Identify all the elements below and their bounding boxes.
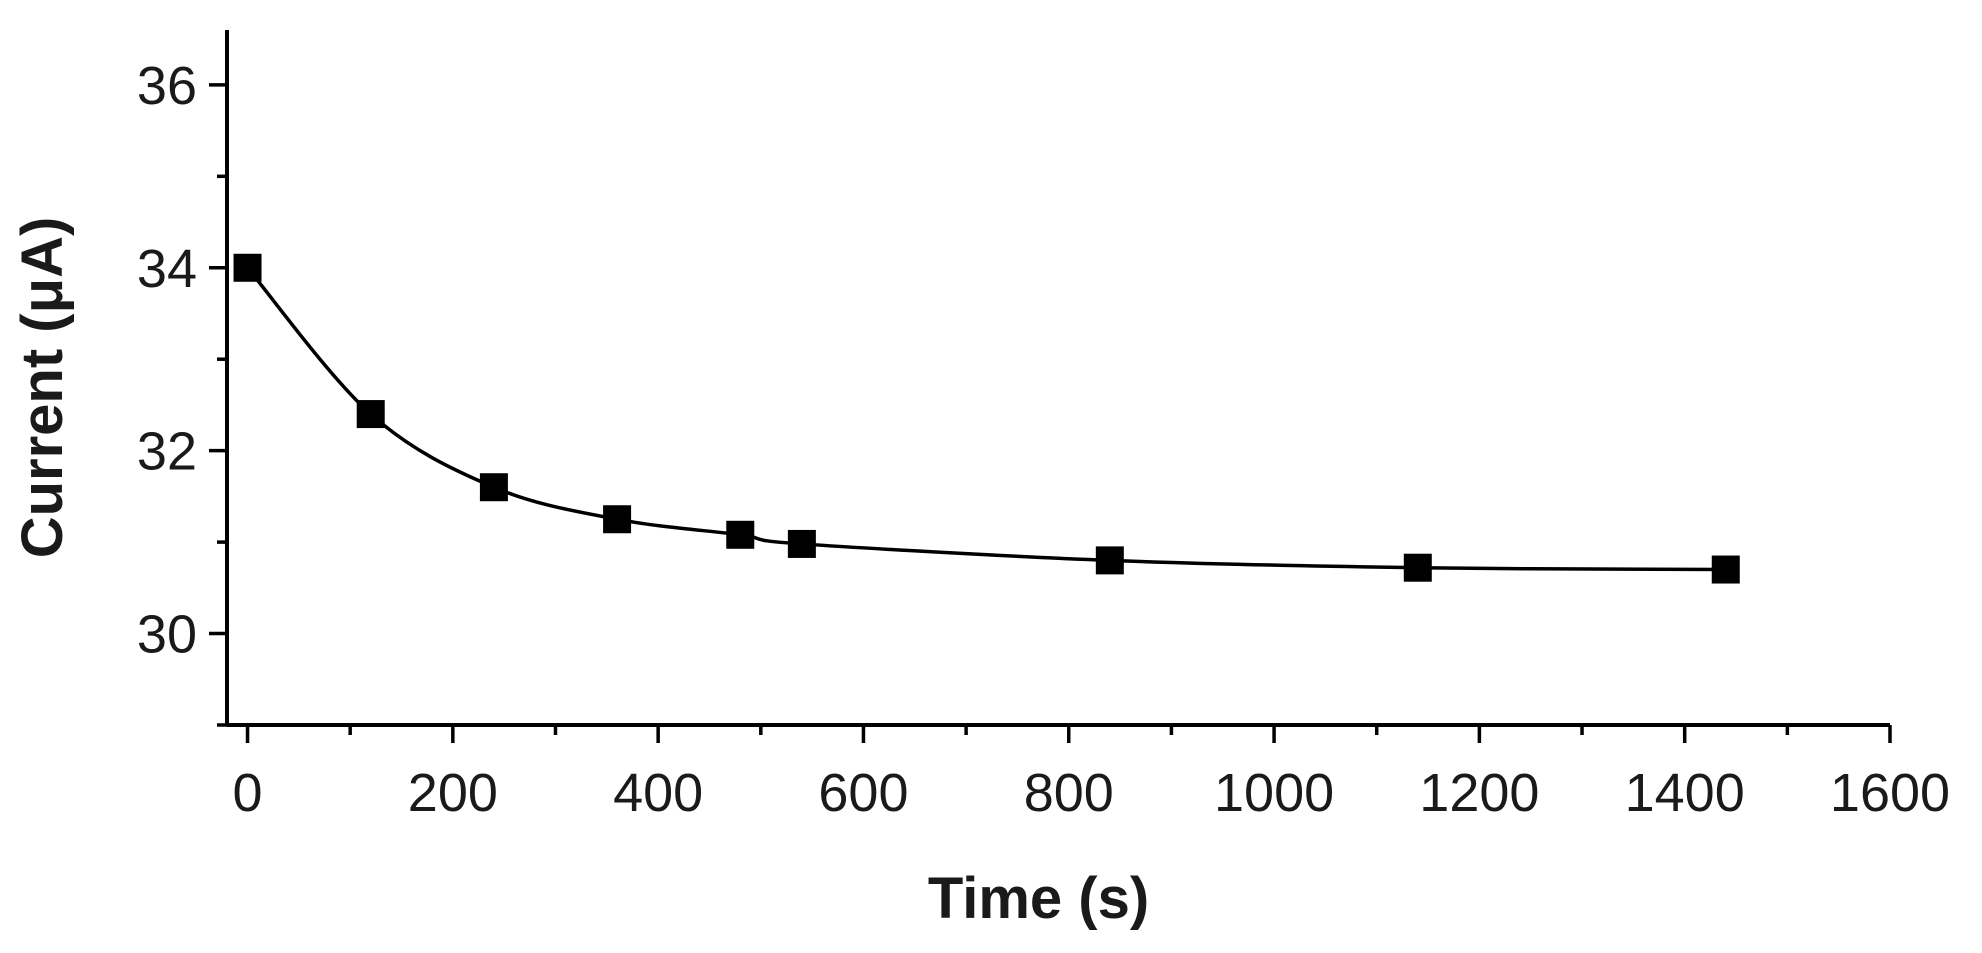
y-ticks: 30 32 34 36 (137, 56, 227, 727)
x-tick-label: 400 (613, 763, 703, 823)
data-point-marker (1095, 546, 1124, 575)
x-tick-label: 600 (818, 763, 908, 823)
data-point-marker (1403, 553, 1432, 582)
x-tick-label: 1000 (1214, 763, 1334, 823)
x-tick-label: 1600 (1830, 763, 1950, 823)
data-point-marker (787, 529, 816, 558)
series-line (246, 266, 1726, 572)
x-tick-label: 1200 (1419, 763, 1539, 823)
x-tick-label: 200 (408, 763, 498, 823)
y-tick-label: 36 (137, 56, 197, 116)
x-tick-label: 0 (233, 763, 263, 823)
axes (225, 30, 1890, 727)
x-ticks: 0 200 400 600 800 1000 1200 1400 1600 (233, 725, 1950, 823)
data-point-marker (726, 520, 755, 549)
x-tick-label: 1400 (1625, 763, 1745, 823)
x-tick-label: 800 (1024, 763, 1114, 823)
x-axis-title: Time (s) (928, 866, 1149, 931)
y-axis-title: Current (μA) (10, 217, 75, 559)
y-tick-label: 32 (137, 422, 197, 482)
y-tick-label: 30 (137, 605, 197, 665)
data-point-marker (233, 253, 262, 282)
data-point-marker (1711, 555, 1740, 584)
data-point-marker (356, 400, 385, 429)
series (233, 253, 1740, 584)
data-point-marker (479, 473, 508, 502)
data-point-marker (603, 505, 632, 534)
y-tick-label: 34 (137, 239, 197, 299)
